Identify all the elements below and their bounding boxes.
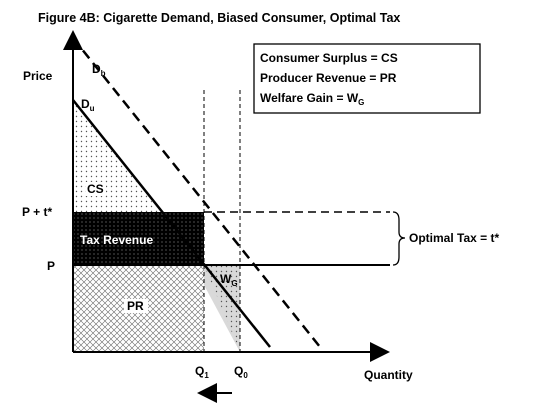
cs-label-bg bbox=[86, 182, 106, 196]
demand-biased-curve bbox=[72, 37, 321, 348]
y-axis-label: Price bbox=[23, 69, 53, 83]
wg-main: W bbox=[220, 272, 232, 286]
q1-label: Q1 bbox=[195, 364, 209, 380]
figure-title: Figure 4B: Cigarette Demand, Biased Cons… bbox=[38, 11, 400, 25]
pr-label: PR bbox=[127, 299, 144, 313]
demand-unbiased-curve bbox=[72, 99, 271, 348]
q1-sub: 1 bbox=[204, 371, 209, 380]
p-plus-t-label: P + t* bbox=[22, 205, 52, 219]
optimal-tax-brace bbox=[392, 211, 406, 266]
pr-label-bg bbox=[124, 299, 148, 313]
db-label: Db bbox=[92, 62, 106, 78]
legend-wg-main: Welfare Gain = W bbox=[260, 91, 359, 105]
q0-main: Q bbox=[234, 364, 243, 378]
legend-pr: Producer Revenue = PR bbox=[260, 71, 397, 85]
du-sub: u bbox=[90, 104, 95, 113]
legend-wg-sub: G bbox=[358, 98, 364, 107]
db-main: D bbox=[92, 62, 101, 76]
legend-cs: Consumer Surplus = CS bbox=[260, 51, 398, 65]
tax-revenue-label: Tax Revenue bbox=[80, 233, 153, 247]
wg-label: WG bbox=[220, 272, 238, 288]
optimal-tax-label: Optimal Tax = t* bbox=[409, 231, 499, 245]
q0-label: Q0 bbox=[234, 364, 248, 380]
legend-wg: Welfare Gain = WG bbox=[260, 91, 364, 107]
legend-box bbox=[253, 43, 481, 114]
p-label: P bbox=[47, 259, 55, 273]
q1-main: Q bbox=[195, 364, 204, 378]
du-label: Du bbox=[81, 97, 95, 113]
wg-sub: G bbox=[231, 279, 237, 288]
q0-sub: 0 bbox=[243, 371, 248, 380]
du-main: D bbox=[81, 97, 90, 111]
x-axis-label: Quantity bbox=[364, 368, 413, 382]
wg-dots bbox=[204, 265, 240, 352]
cs-label: CS bbox=[87, 182, 104, 196]
db-sub: b bbox=[101, 69, 106, 78]
